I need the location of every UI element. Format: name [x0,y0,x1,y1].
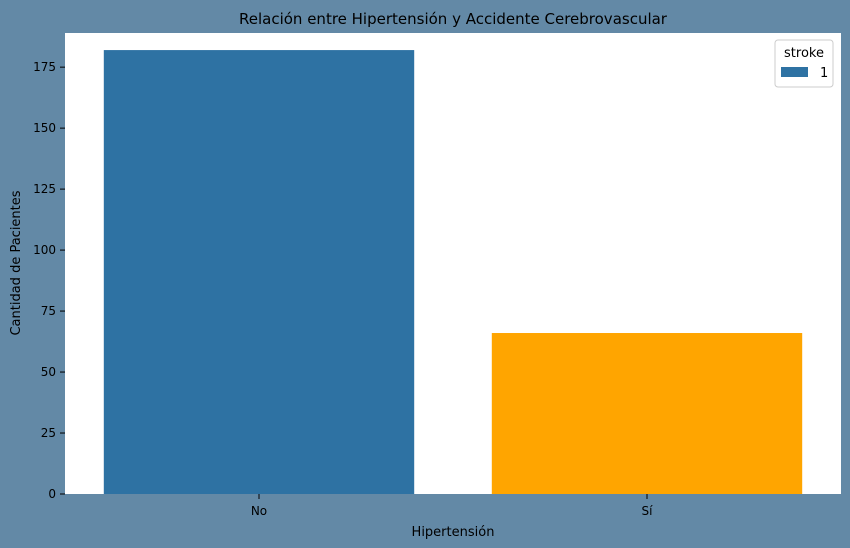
y-tick-label: 175 [33,60,56,74]
bar-0 [103,50,415,495]
x-axis-label: Hipertensión [412,525,495,540]
legend: stroke 1 [774,39,834,88]
y-tick-label: 0 [48,487,56,501]
y-tick-label: 50 [41,365,56,379]
bar-1 [491,333,803,494]
y-axis-label: Cantidad de Pacientes [9,190,24,335]
chart-title: Relación entre Hipertensión y Accidente … [239,10,668,28]
y-axis: 0 25 50 75 100 125 150 175 [33,60,65,501]
legend-title: stroke [784,46,824,61]
legend-swatch [781,67,808,77]
y-tick-label: 100 [33,243,56,257]
bars-group [103,50,803,495]
y-tick-label: 75 [41,304,56,318]
y-tick-label: 150 [33,121,56,135]
y-tick-label: 125 [33,182,56,196]
legend-entry-label: 1 [820,66,828,81]
x-axis: No Sí [251,494,653,518]
x-tick-label: Sí [642,504,654,518]
x-tick-label: No [251,504,267,518]
y-tick-label: 25 [41,426,56,440]
